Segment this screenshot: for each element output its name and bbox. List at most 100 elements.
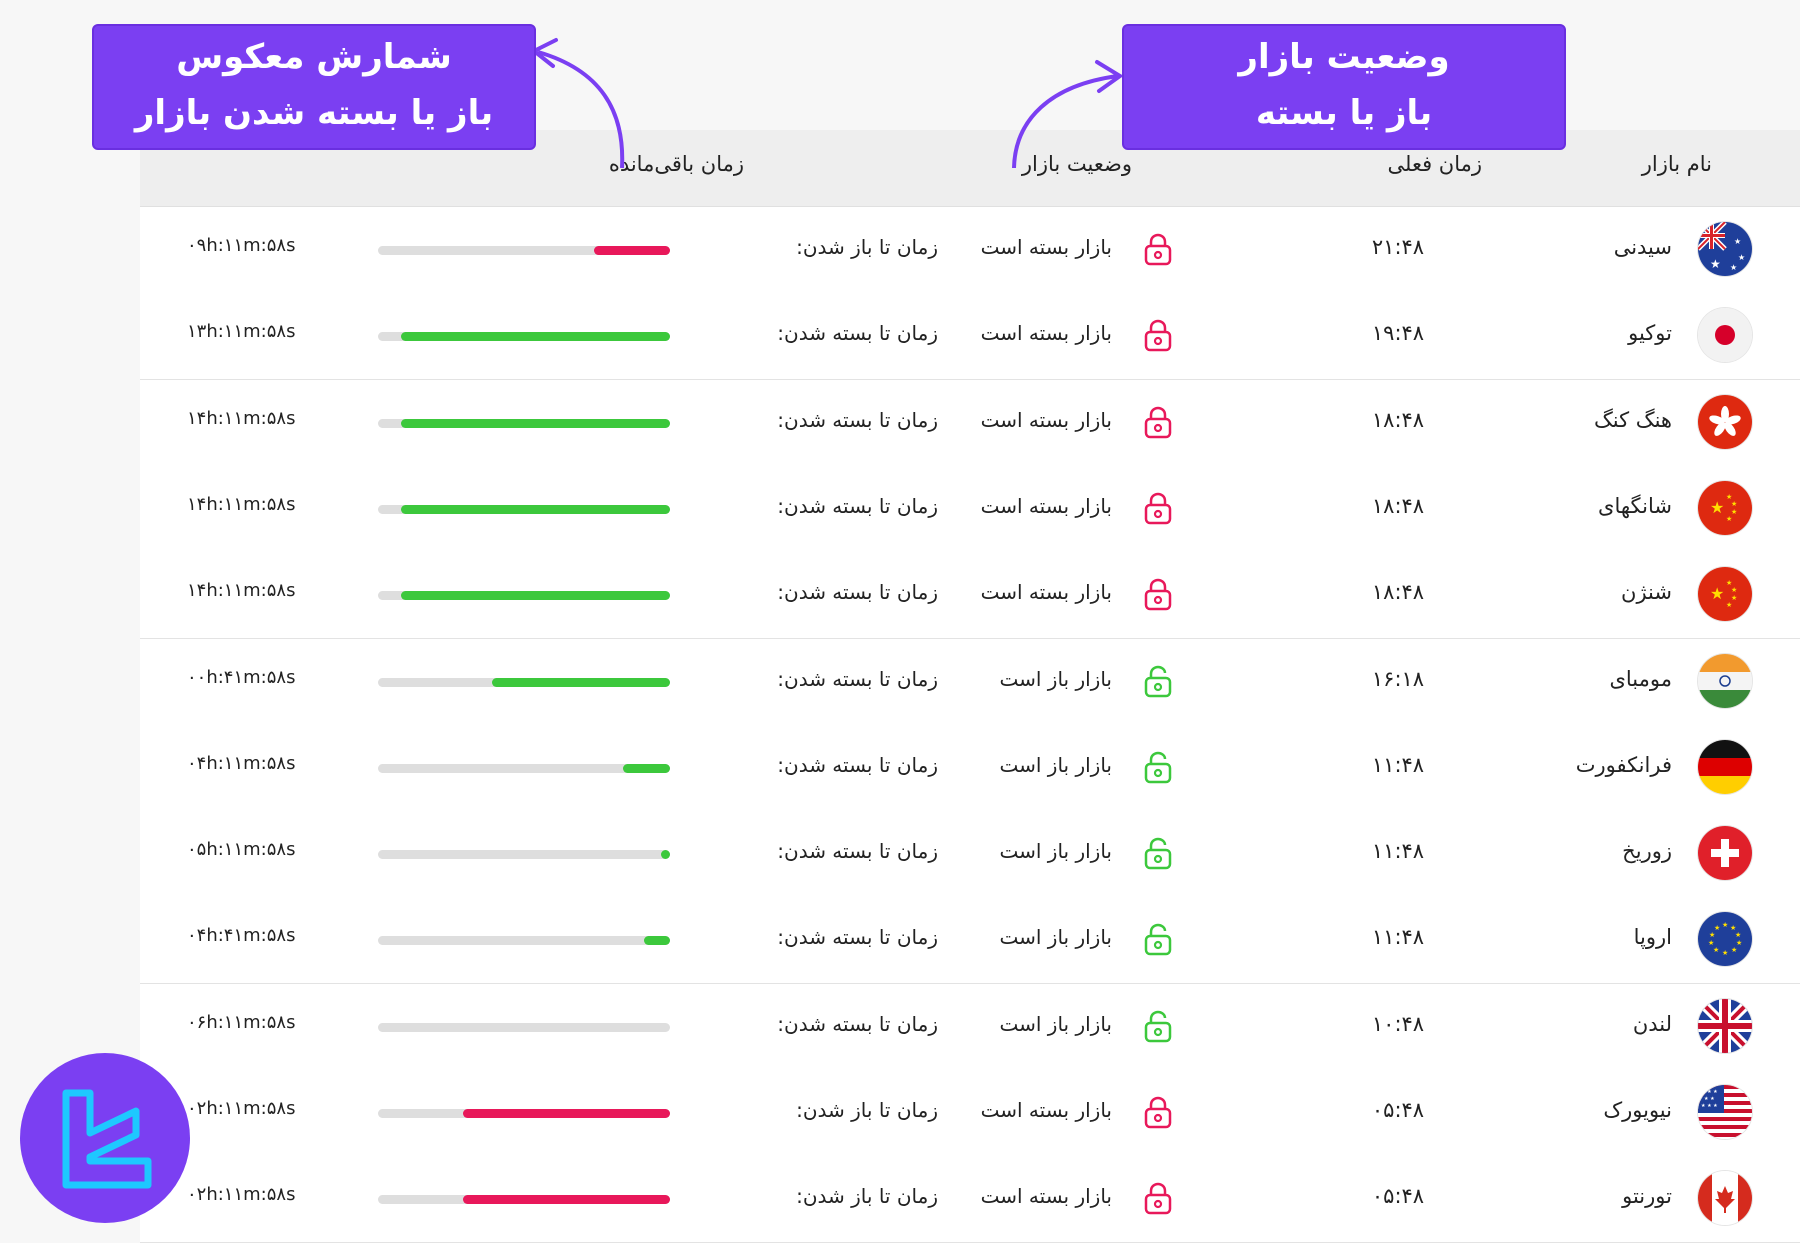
progress-fill [401, 591, 670, 601]
svg-text:★: ★ [1726, 579, 1732, 587]
table-row[interactable]: زوریخ ۱۱:۴۸ بازار باز است زمان تا بسته شدن:… [140, 811, 1800, 899]
progress-bar [378, 1195, 670, 1205]
lock-closed-icon [1142, 491, 1174, 525]
current-time: ۰۵:۴۸ [1371, 1098, 1425, 1122]
svg-text:★: ★ [1714, 924, 1720, 932]
table-row[interactable]: ★ ★ ★ ★ سیدنی ۲۱:۴۸ بازار بسته است زمان تا باز … [140, 207, 1800, 294]
countdown-callout: شمارش معکوس باز یا بسته شدن بازار [92, 24, 536, 150]
market-name: فرانکفورت [1575, 752, 1672, 777]
table-row[interactable]: مومبای ۱۶:۱۸ بازار باز است زمان تا بسته شدن… [140, 638, 1800, 726]
current-time: ۰۵:۴۸ [1371, 1184, 1425, 1209]
switzerland-flag-icon [1698, 826, 1752, 881]
market-hours-table: نام بازار زمان فعلی وضعیت بازار زمان باق… [140, 130, 1800, 1243]
market-status: بازار باز است [999, 925, 1112, 950]
svg-text:★: ★ [1708, 939, 1714, 947]
svg-text:★: ★ [1726, 601, 1732, 609]
progress-fill [401, 332, 670, 342]
market-name: هنگ کنگ [1593, 407, 1672, 432]
countdown-timer: ۰۹h:۱۱m:۵۸s [187, 235, 296, 256]
header-market-status: وضعیت بازار [1021, 152, 1132, 176]
germany-flag-icon [1698, 739, 1752, 794]
market-status: بازار باز است [999, 752, 1112, 777]
progress-bar [378, 332, 670, 342]
time-to-label: زمان تا بسته شدن: [777, 493, 938, 518]
market-status: بازار بسته است [980, 1098, 1112, 1122]
market-name: توکیو [1628, 321, 1672, 346]
countdown-timer: ۱۴h:۱۱m:۵۸s [187, 493, 296, 515]
table-row[interactable]: لندن ۱۰:۴۸ بازار باز است زمان تا بسته شدن: ۰… [140, 983, 1800, 1071]
svg-text:★: ★ [1730, 924, 1736, 932]
market-status: بازار باز است [999, 839, 1112, 864]
time-to-label: زمان تا بسته شدن: [777, 839, 938, 864]
countdown-timer: ۱۴h:۱۱m:۵۸s [187, 580, 296, 602]
svg-text:★: ★ [1709, 931, 1715, 939]
svg-text:★: ★ [1713, 946, 1719, 954]
countdown-timer: ۰۲h:۱۱m:۵۸s [187, 1098, 296, 1119]
brand-logo-icon [62, 1089, 152, 1189]
countdown-timer: ۰۲h:۱۱m:۵۸s [187, 1184, 296, 1206]
lock-closed-icon [1142, 405, 1174, 439]
progress-fill [623, 763, 670, 773]
progress-fill [594, 246, 670, 255]
progress-bar [378, 763, 670, 773]
lock-open-icon [1142, 836, 1174, 870]
table-row[interactable]: ★ ★ ★ ★ ★ شانگهای ۱۸:۴۸ بازار بسته است زمان تا ب… [140, 465, 1800, 553]
market-name: شانگهای [1598, 493, 1672, 518]
market-name: شنژن [1621, 580, 1672, 605]
lock-closed-icon [1142, 318, 1174, 352]
table-row[interactable]: ★ ★ ★ ★ ★ ★ ★ ★ ★ ★ اروپا ۱۱:۴۸ بازار باز است زمان تا… [140, 897, 1800, 985]
market-status: بازار بسته است [980, 321, 1112, 346]
australia-flag-icon: ★ ★ ★ ★ [1698, 222, 1752, 276]
svg-text:★: ★ [1731, 508, 1737, 516]
header-current-time: زمان فعلی [1387, 152, 1482, 176]
current-time: ۱۰:۴۸ [1371, 1011, 1425, 1036]
time-to-label: زمان تا بسته شدن: [777, 321, 938, 346]
progress-bar [378, 591, 670, 601]
progress-bar [378, 504, 670, 514]
svg-text:★: ★ [1734, 237, 1741, 246]
svg-text:★: ★ [1722, 949, 1728, 957]
table-row[interactable]: توکیو ۱۹:۴۸ بازار بسته است زمان تا بسته شدن… [140, 293, 1800, 381]
time-to-label: زمان تا بسته شدن: [777, 407, 938, 432]
status-callout-line2: باز یا بسته [1255, 93, 1433, 133]
market-status: بازار بسته است [980, 235, 1112, 259]
canada-flag-icon [1698, 1171, 1752, 1226]
progress-bar [378, 418, 670, 428]
current-time: ۱۱:۴۸ [1371, 925, 1425, 950]
svg-text:★: ★ [1722, 921, 1728, 929]
table-row[interactable]: ★ ★ ★ ★ ★ ★ ★ ★ نیویورک ۰۵:۴۸ بازار بسته است ز… [140, 1070, 1800, 1157]
table-row[interactable]: هنگ کنگ ۱۸:۴۸ بازار بسته است زمان تا بسته ش… [140, 379, 1800, 467]
progress-bar [378, 936, 670, 946]
progress-bar [378, 1109, 670, 1118]
progress-fill [462, 1195, 670, 1205]
svg-text:★: ★ [1726, 515, 1732, 523]
status-callout: وضعیت بازار باز یا بسته [1122, 24, 1566, 150]
svg-text:★: ★ [1730, 263, 1737, 272]
lock-closed-icon [1142, 577, 1174, 611]
countdown-timer: ۱۴h:۱۱m:۵۸s [187, 407, 296, 429]
market-status: بازار بسته است [980, 493, 1112, 518]
china-flag-icon: ★ ★ ★ ★ ★ [1698, 567, 1752, 622]
time-to-label: زمان تا بسته شدن: [777, 1011, 938, 1036]
time-to-label: زمان تا بسته شدن: [777, 666, 938, 691]
svg-text:★: ★ [1726, 493, 1732, 501]
progress-bar [378, 1022, 670, 1032]
table-row[interactable]: تورنتو ۰۵:۴۸ بازار بسته است زمان تا باز شدن… [140, 1156, 1800, 1243]
market-name: زوریخ [1622, 839, 1672, 864]
market-status: بازار بسته است [980, 407, 1112, 432]
table-row[interactable]: ★ ★ ★ ★ ★ شنژن ۱۸:۴۸ بازار بسته است زمان تا بسته… [140, 552, 1800, 640]
svg-text:★ ★ ★: ★ ★ ★ [1701, 1089, 1718, 1095]
svg-text:★: ★ [1710, 584, 1724, 603]
progress-fill [462, 1109, 670, 1118]
current-time: ۱۶:۱۸ [1371, 666, 1425, 691]
progress-fill [643, 936, 670, 946]
progress-fill [661, 850, 670, 860]
svg-text:★ ★: ★ ★ [1704, 1096, 1715, 1102]
lock-open-icon [1142, 922, 1174, 956]
market-name: مومبای [1609, 666, 1672, 691]
table-row[interactable]: فرانکفورت ۱۱:۴۸ بازار باز است زمان تا بسته … [140, 724, 1800, 812]
market-name: تورنتو [1622, 1184, 1672, 1209]
current-time: ۱۸:۴۸ [1371, 407, 1425, 432]
header-market-name: نام بازار [1641, 152, 1712, 176]
india-flag-icon [1698, 653, 1752, 708]
